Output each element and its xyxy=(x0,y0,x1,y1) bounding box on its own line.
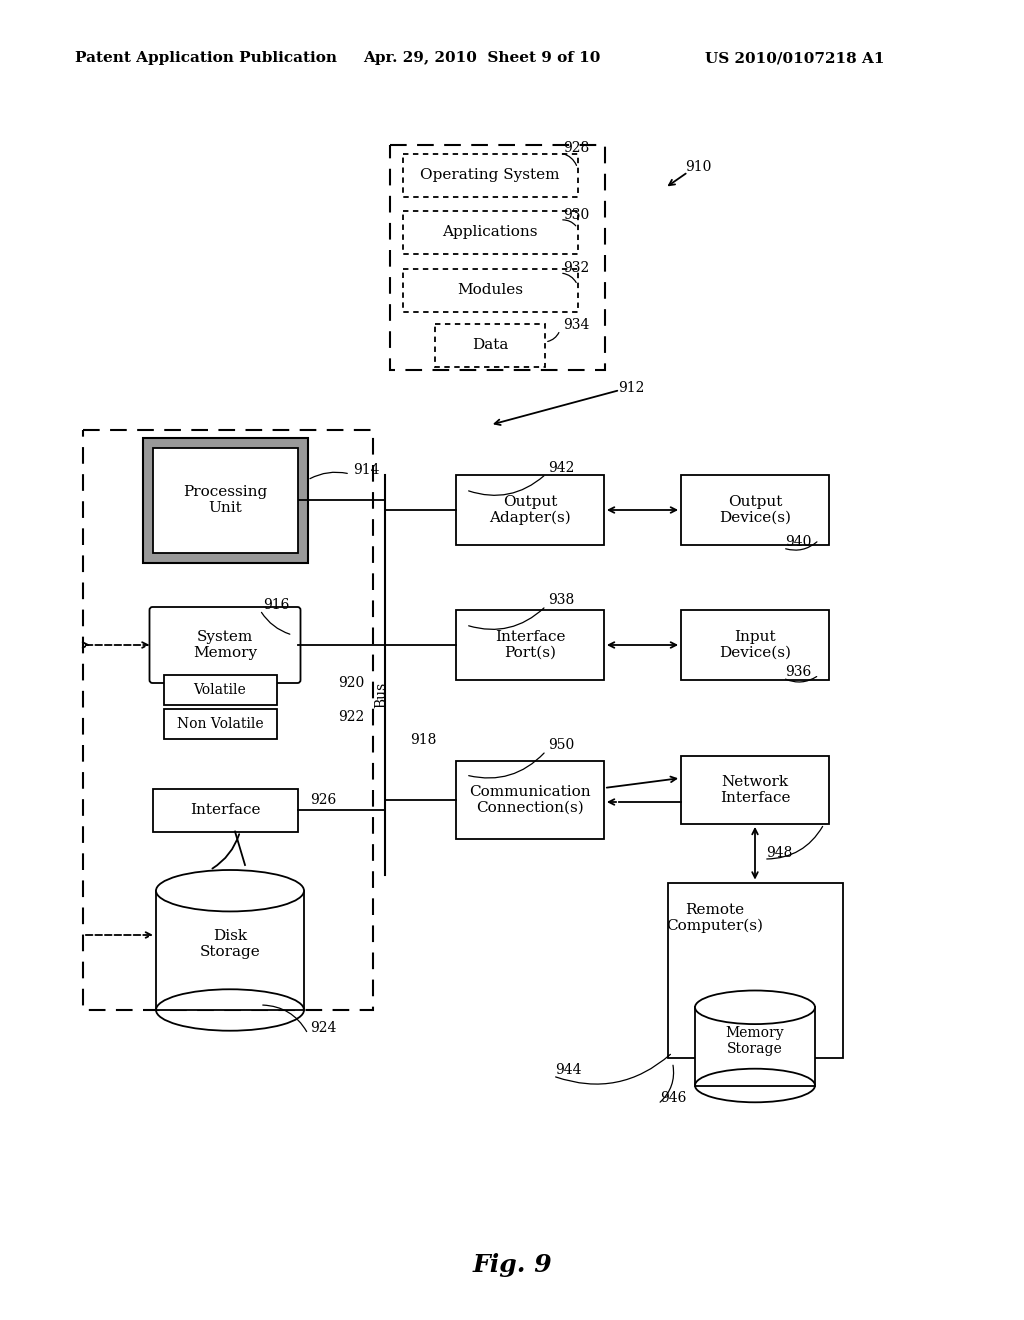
Text: 916: 916 xyxy=(263,598,290,612)
Text: Apr. 29, 2010  Sheet 9 of 10: Apr. 29, 2010 Sheet 9 of 10 xyxy=(362,51,600,65)
Bar xyxy=(435,323,545,367)
Text: 942: 942 xyxy=(548,461,574,475)
Bar xyxy=(456,610,604,680)
Text: 946: 946 xyxy=(660,1092,686,1105)
Text: 932: 932 xyxy=(563,261,589,275)
Bar xyxy=(164,675,276,705)
Text: 928: 928 xyxy=(563,141,589,154)
Bar xyxy=(164,709,276,739)
Text: 910: 910 xyxy=(685,160,712,174)
Text: Disk
Storage: Disk Storage xyxy=(200,929,260,960)
Bar xyxy=(681,610,829,680)
Text: 944: 944 xyxy=(555,1063,582,1077)
Text: Communication
Connection(s): Communication Connection(s) xyxy=(469,785,591,814)
Ellipse shape xyxy=(156,870,304,911)
Bar xyxy=(668,883,843,1057)
Text: Remote
Computer(s): Remote Computer(s) xyxy=(667,903,764,933)
Text: 940: 940 xyxy=(785,535,811,549)
Text: Bus: Bus xyxy=(374,682,388,708)
Bar xyxy=(402,153,578,197)
Bar xyxy=(456,475,604,545)
Text: 914: 914 xyxy=(353,463,380,477)
Text: Input
Device(s): Input Device(s) xyxy=(719,630,791,660)
Text: Non Volatile: Non Volatile xyxy=(177,717,263,731)
FancyBboxPatch shape xyxy=(150,607,300,682)
Text: Memory
Storage: Memory Storage xyxy=(726,1026,784,1056)
Text: 922: 922 xyxy=(338,710,365,723)
Bar xyxy=(402,210,578,253)
Bar xyxy=(456,762,604,840)
Text: US 2010/0107218 A1: US 2010/0107218 A1 xyxy=(705,51,885,65)
Bar xyxy=(390,145,605,370)
Text: 934: 934 xyxy=(563,318,590,333)
Text: 918: 918 xyxy=(410,733,436,747)
Bar xyxy=(681,756,829,824)
Bar xyxy=(402,268,578,312)
Text: Interface
Port(s): Interface Port(s) xyxy=(495,630,565,660)
Text: 924: 924 xyxy=(310,1020,336,1035)
Text: Patent Application Publication: Patent Application Publication xyxy=(75,51,337,65)
Text: 926: 926 xyxy=(310,793,336,807)
Text: 950: 950 xyxy=(548,738,574,752)
Text: Modules: Modules xyxy=(457,282,523,297)
Text: Volatile: Volatile xyxy=(194,682,247,697)
Text: Interface: Interface xyxy=(189,803,260,817)
Bar xyxy=(142,437,307,562)
Text: Operating System: Operating System xyxy=(420,168,560,182)
Text: 930: 930 xyxy=(563,209,589,222)
Text: Applications: Applications xyxy=(442,224,538,239)
Bar xyxy=(83,430,373,1010)
Bar xyxy=(153,447,298,553)
Text: Output
Adapter(s): Output Adapter(s) xyxy=(489,495,570,525)
Text: Processing
Unit: Processing Unit xyxy=(183,484,267,515)
Text: 912: 912 xyxy=(618,381,644,395)
Text: 936: 936 xyxy=(785,665,811,678)
Text: Network
Interface: Network Interface xyxy=(720,775,791,805)
Text: 920: 920 xyxy=(338,676,365,690)
Text: System
Memory: System Memory xyxy=(193,630,257,660)
Text: Fig. 9: Fig. 9 xyxy=(472,1253,552,1276)
Text: 938: 938 xyxy=(548,593,574,607)
Bar xyxy=(681,475,829,545)
Text: 948: 948 xyxy=(766,846,793,861)
Bar xyxy=(153,788,298,832)
Bar xyxy=(695,1007,815,1085)
Ellipse shape xyxy=(695,990,815,1024)
Text: Output
Device(s): Output Device(s) xyxy=(719,495,791,525)
Text: Data: Data xyxy=(472,338,508,352)
Bar xyxy=(156,891,304,1010)
